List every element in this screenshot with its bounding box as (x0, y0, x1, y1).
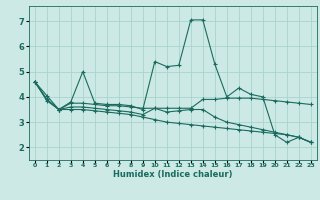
X-axis label: Humidex (Indice chaleur): Humidex (Indice chaleur) (113, 170, 233, 179)
